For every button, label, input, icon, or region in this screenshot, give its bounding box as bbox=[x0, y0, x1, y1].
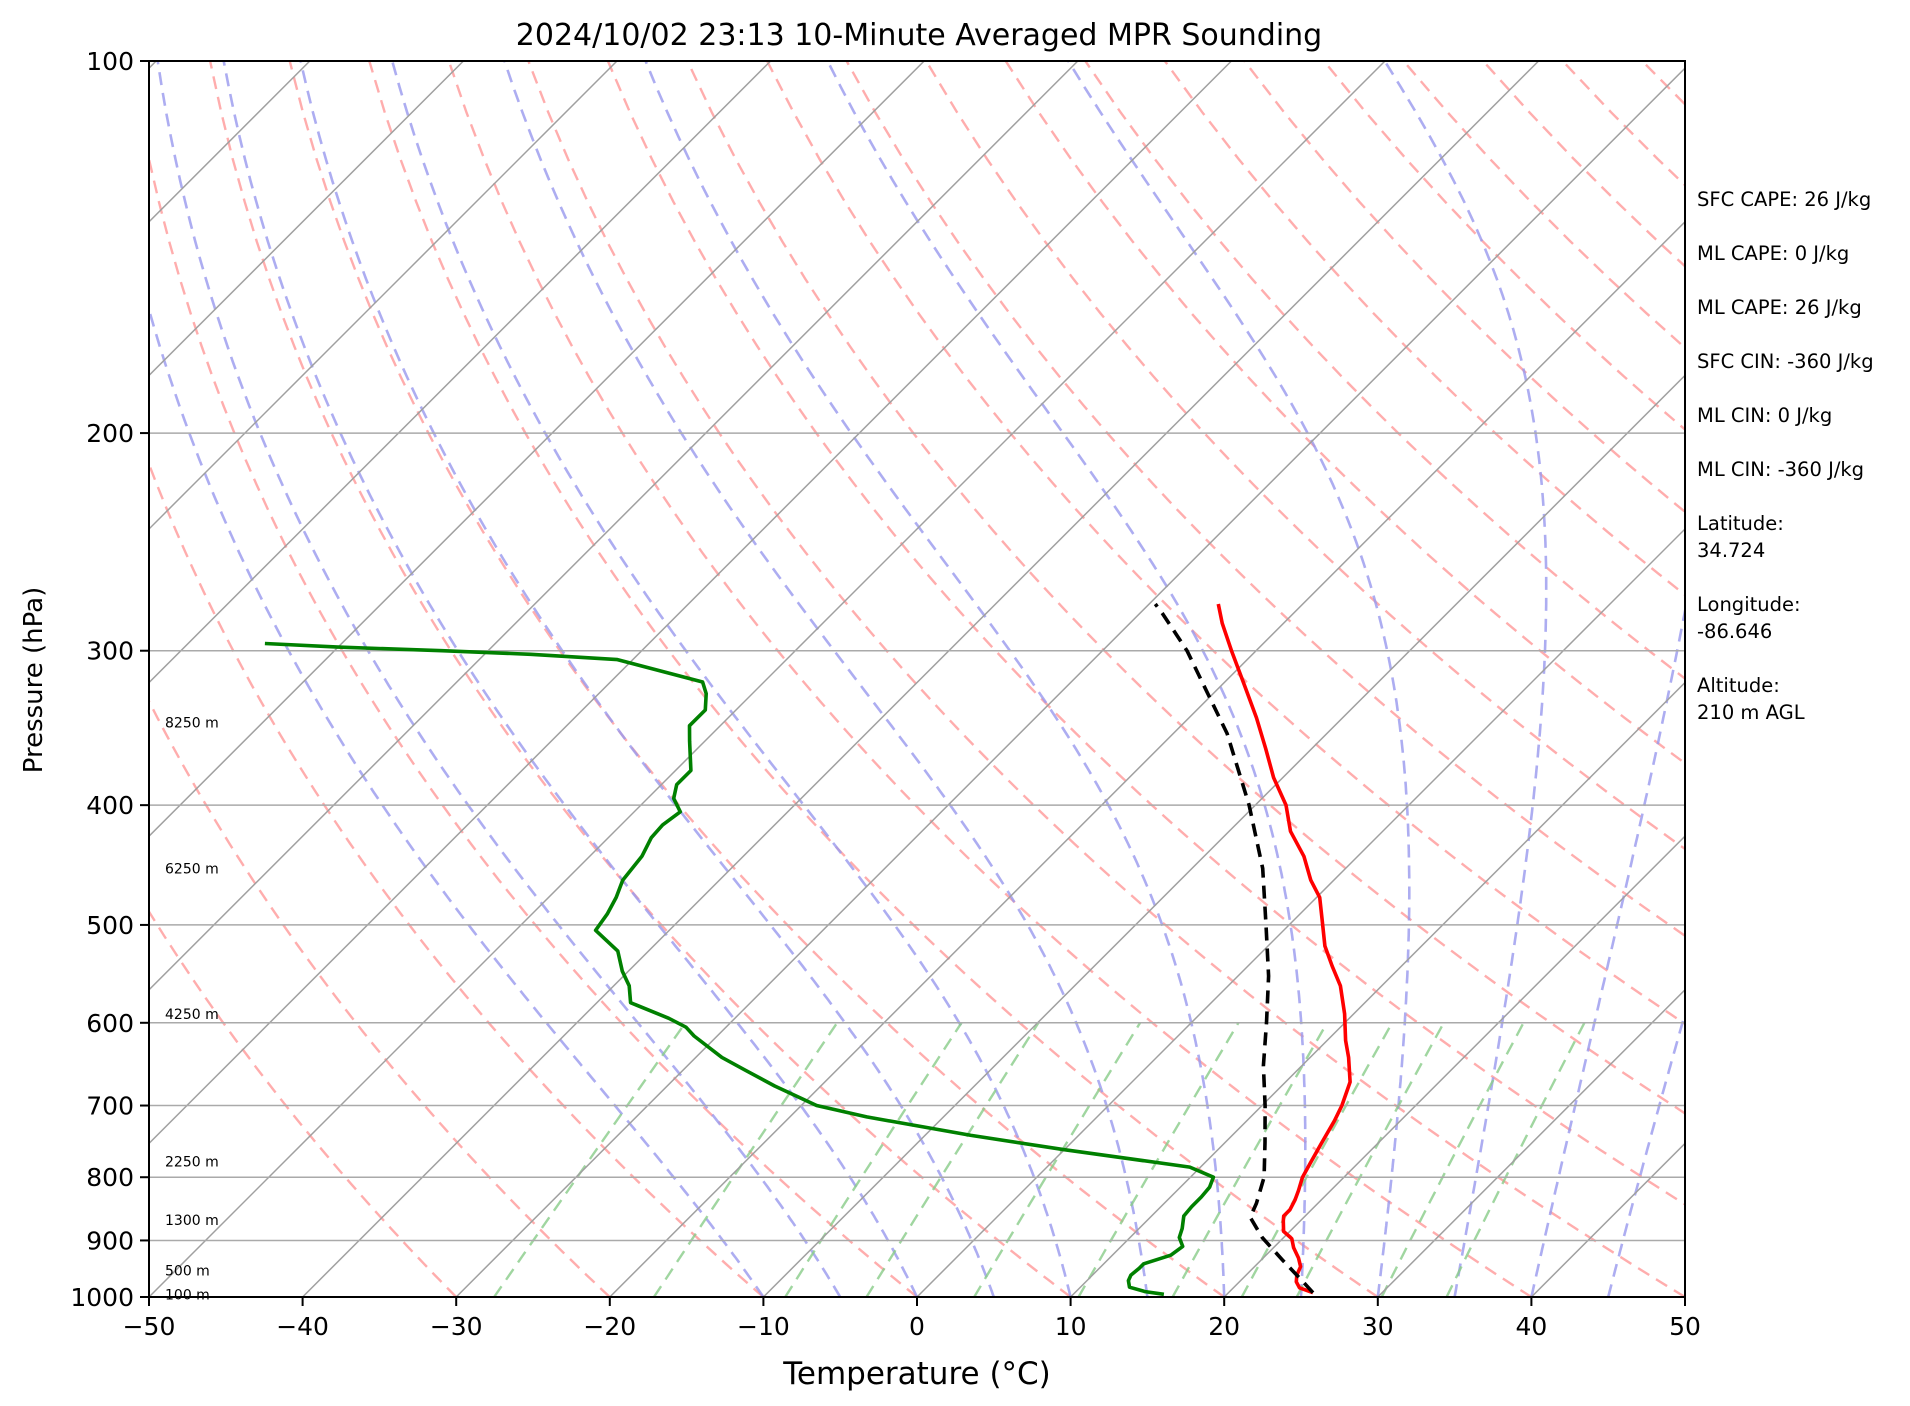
height-label: 2250 m bbox=[165, 1155, 219, 1171]
parameter-text: ML CAPE: 26 J/kg bbox=[1697, 296, 1862, 319]
isotherm bbox=[1070, 681, 1685, 1297]
isotherm bbox=[149, 61, 1232, 1145]
moist-adiabat bbox=[1530, 603, 1685, 1297]
moist-adiabat bbox=[1383, 61, 1548, 1297]
isotherm bbox=[609, 220, 1685, 1297]
parameter-text: Altitude: 210 m AGL bbox=[1697, 674, 1805, 724]
x-tick-label: −30 bbox=[430, 1312, 483, 1341]
height-label: 4250 m bbox=[165, 1007, 219, 1023]
y-axis-label: Pressure (hPa) bbox=[19, 587, 49, 774]
mixing-ratio-line bbox=[865, 1022, 1040, 1297]
dry-adiabat bbox=[686, 61, 1685, 1115]
moist-adiabat bbox=[644, 61, 1226, 1297]
height-label: 6250 m bbox=[165, 861, 219, 877]
series-lines bbox=[264, 602, 1352, 1297]
x-axis-label: Temperature (°C) bbox=[782, 1356, 1051, 1392]
isotherm bbox=[149, 61, 1386, 1297]
parameter-text: SFC CIN: -360 J/kg bbox=[1697, 350, 1874, 373]
y-tick-label: 700 bbox=[86, 1092, 134, 1121]
y-tick-label: 600 bbox=[86, 1009, 134, 1038]
mixing-ratio-line bbox=[652, 1022, 839, 1297]
moist-adiabat bbox=[299, 61, 996, 1297]
x-tick-label: 0 bbox=[909, 1312, 925, 1341]
x-tick-label: 30 bbox=[1362, 1312, 1394, 1341]
parameter-text: Longitude: -86.646 bbox=[1697, 593, 1801, 643]
y-tick-label: 900 bbox=[86, 1226, 134, 1255]
parcel-line bbox=[1153, 602, 1315, 1294]
dry-adiabat bbox=[766, 61, 1685, 1026]
temperature-line bbox=[1216, 603, 1352, 1295]
background-lines bbox=[149, 61, 1685, 1297]
x-tick-label: −20 bbox=[583, 1312, 636, 1341]
isotherm bbox=[916, 527, 1685, 1297]
height-labels: 100 m 500 m 1300 m 2250 m 4250 m 6250 m 8250 m bbox=[165, 716, 219, 1304]
y-tick-label: 400 bbox=[86, 791, 134, 820]
isotherm bbox=[149, 61, 618, 531]
isotherm bbox=[302, 61, 1540, 1297]
height-label: 500 m bbox=[165, 1264, 210, 1280]
moist-adiabat bbox=[222, 61, 919, 1297]
x-tick-label: 10 bbox=[1055, 1312, 1087, 1341]
y-tick-label: 1000 bbox=[70, 1283, 134, 1312]
isotherm bbox=[455, 67, 1685, 1297]
dry-adiabat bbox=[149, 460, 765, 1297]
height-label: 100 m bbox=[165, 1287, 210, 1303]
parameter-text: ML CAPE: 0 J/kg bbox=[1697, 242, 1850, 265]
x-axis: −50 −40 −30 −20 −10 0 10 20 30 40 50 bbox=[123, 1297, 1701, 1341]
x-tick-label: 20 bbox=[1208, 1312, 1240, 1341]
parameter-text: ML CIN: -360 J/kg bbox=[1697, 458, 1865, 481]
isotherm bbox=[149, 61, 925, 838]
height-label: 8250 m bbox=[165, 716, 219, 732]
moist-adiabat bbox=[1606, 1009, 1685, 1297]
mixing-ratio-line bbox=[973, 1022, 1142, 1297]
mixing-ratio-line bbox=[784, 1022, 963, 1297]
dry-adiabat bbox=[606, 61, 1685, 1206]
chart-title: 2024/10/02 23:13 10-Minute Averaged MPR … bbox=[516, 18, 1322, 53]
parameter-text: ML CIN: 0 J/kg bbox=[1697, 404, 1833, 427]
dry-adiabat bbox=[149, 698, 611, 1297]
x-tick-label: −10 bbox=[737, 1312, 790, 1341]
dry-adiabat bbox=[149, 153, 918, 1297]
isotherm bbox=[149, 61, 464, 377]
moist-adiabat bbox=[503, 61, 1149, 1297]
mixing-ratio-line bbox=[493, 1022, 687, 1297]
dry-adiabat bbox=[447, 61, 1533, 1297]
height-label: 1300 m bbox=[165, 1213, 219, 1229]
moist-adiabat bbox=[149, 304, 765, 1297]
x-tick-label: −40 bbox=[276, 1312, 329, 1341]
moist-adiabat bbox=[826, 61, 1307, 1297]
isotherm bbox=[1223, 835, 1685, 1297]
sounding-parameters: SFC CAPE: 26 J/kg ML CAPE: 0 J/kg ML CAPE:… bbox=[1697, 186, 1907, 726]
x-tick-label: 40 bbox=[1515, 1312, 1547, 1341]
y-tick-label: 100 bbox=[86, 47, 134, 76]
x-tick-label: −50 bbox=[123, 1312, 176, 1341]
isotherm bbox=[762, 374, 1685, 1297]
moist-adiabat bbox=[1067, 61, 1411, 1297]
parameter-text: Latitude: 34.724 bbox=[1697, 512, 1784, 562]
x-tick-label: 50 bbox=[1669, 1312, 1701, 1341]
isotherm bbox=[1377, 988, 1685, 1297]
parameter-text: SFC CAPE: 26 J/kg bbox=[1697, 188, 1872, 211]
y-tick-label: 300 bbox=[86, 637, 134, 666]
isotherm bbox=[149, 61, 1079, 991]
moist-adiabat bbox=[390, 61, 1072, 1297]
y-tick-label: 200 bbox=[86, 419, 134, 448]
y-tick-label: 500 bbox=[86, 911, 134, 940]
y-axis: 1000 900 800 700 600 500 400 300 200 100 bbox=[70, 47, 149, 1312]
y-tick-label: 800 bbox=[86, 1163, 134, 1192]
isotherm bbox=[149, 61, 772, 684]
dry-adiabat bbox=[208, 61, 1072, 1297]
dewpoint-line bbox=[264, 641, 1216, 1297]
dry-adiabat bbox=[527, 61, 1685, 1297]
moist-adiabat bbox=[156, 61, 842, 1297]
